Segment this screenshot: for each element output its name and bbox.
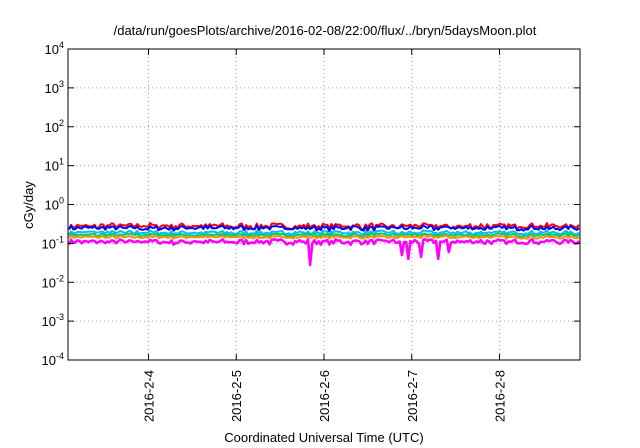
x-tick-label: 2016-2-4	[141, 370, 156, 422]
y-axis-label: cGy/day	[21, 181, 36, 229]
y-tick-label: 102	[45, 118, 64, 135]
y-axis: 10-4 10-3 10-2 10-1 100 101 102 103 104	[42, 40, 580, 368]
y-tick-label: 10-4	[42, 351, 64, 368]
series-line	[68, 224, 580, 233]
x-tick-label: 2016-2-5	[229, 370, 244, 422]
series-line	[67, 237, 580, 267]
x-tick-label: 2016-2-7	[405, 370, 420, 422]
x-axis-label: Coordinated Universal Time (UTC)	[224, 430, 423, 445]
y-tick-label: 104	[45, 40, 64, 57]
series-line	[68, 222, 580, 231]
series-line	[68, 229, 580, 236]
y-tick-label: 103	[45, 79, 64, 96]
x-axis: 2016-2-4 2016-2-5 2016-2-6 2016-2-7 2016-2-8	[141, 49, 508, 422]
y-tick-label: 101	[45, 157, 64, 174]
x-tick-label: 2016-2-6	[317, 370, 332, 422]
series-line	[68, 234, 580, 240]
grid	[68, 49, 580, 360]
x-tick-label: 2016-2-8	[493, 370, 508, 422]
y-tick-label: 10-1	[42, 234, 64, 251]
y-tick-label: 100	[45, 196, 64, 213]
y-tick-label: 10-3	[42, 312, 64, 329]
y-tick-label: 10-2	[42, 273, 64, 290]
series-line	[68, 232, 580, 238]
chart-title: /data/run/goesPlots/archive/2016-02-08/2…	[114, 23, 537, 38]
series-layer	[67, 222, 580, 267]
